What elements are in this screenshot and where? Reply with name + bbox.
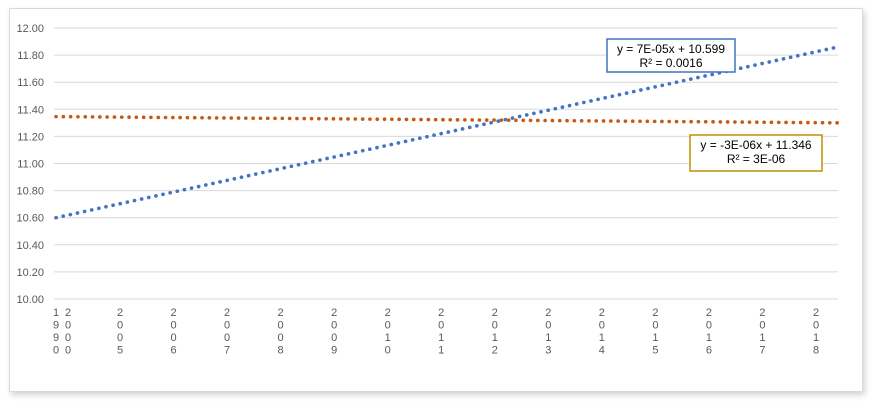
y-axis: 10.00 10.20 10.40 10.60 10.80 11.00 11.20 11.40… xyxy=(16,23,44,306)
y-tick-label: 11.60 xyxy=(17,77,44,89)
y-tick-label: 10.20 xyxy=(16,267,44,279)
y-tick-label: 10.00 xyxy=(16,294,44,306)
trendline-2 xyxy=(54,114,840,125)
trendline-1 xyxy=(54,45,840,220)
r-squared-text: R² = 3E-06 xyxy=(727,152,786,166)
series-layer xyxy=(54,45,840,220)
equation-text: y = -3E-06x + 11.346 xyxy=(700,138,812,152)
y-tick-label: 10.60 xyxy=(16,213,44,225)
label-box xyxy=(606,38,736,73)
y-tick-label: 11.40 xyxy=(17,104,44,116)
label-box xyxy=(689,134,823,172)
y-tick-label: 11.80 xyxy=(17,50,44,62)
y-tick-label: 10.80 xyxy=(16,186,44,198)
y-tick-label: 10.40 xyxy=(16,240,44,252)
y-tick-label: 11.00 xyxy=(17,159,44,171)
x-axis: 1 9 9 0 2 0 0 0 2 0 0 5 2 0 0 6 2 0 0 7 2 0 0 8 2 0 0 9 2 0 1 0 2 0 1 1 2 0 1 2… xyxy=(53,307,819,357)
equation-text: y = 7E-05x + 10.599 xyxy=(617,42,725,56)
y-tick-label: 12.00 xyxy=(16,23,44,35)
r-squared-text: R² = 0.0016 xyxy=(639,56,702,70)
y-tick-label: 11.20 xyxy=(17,131,44,143)
